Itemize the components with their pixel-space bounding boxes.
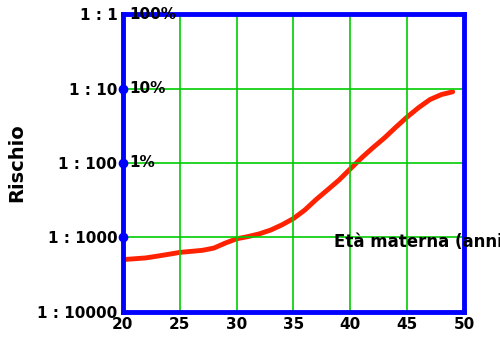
Text: Età materna (anni): Età materna (anni) [334, 233, 500, 251]
Y-axis label: Rischio: Rischio [7, 124, 26, 202]
Text: 1%: 1% [130, 156, 156, 171]
Text: 10%: 10% [130, 81, 166, 96]
Text: 100%: 100% [130, 7, 176, 22]
